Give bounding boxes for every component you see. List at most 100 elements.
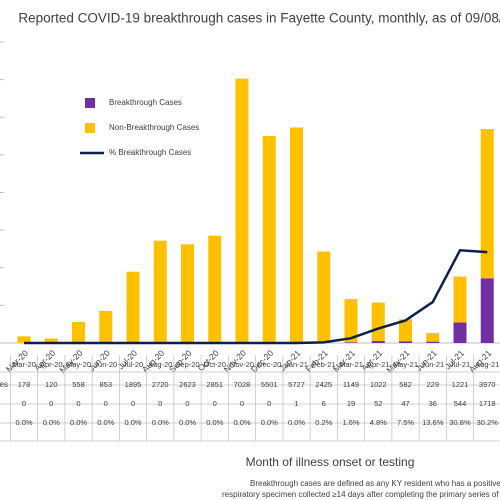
table-cell: 558 bbox=[72, 380, 85, 389]
table-cell: 544 bbox=[454, 399, 467, 408]
table-cell: 2425 bbox=[315, 380, 332, 389]
bar-segment bbox=[208, 235, 222, 343]
table-cell: 1.6% bbox=[342, 418, 359, 427]
table-header: Dec-20 bbox=[257, 360, 281, 369]
table-cell: 0.0% bbox=[43, 418, 60, 427]
bar-segment bbox=[17, 336, 31, 343]
table-header: Apr-20 bbox=[40, 360, 63, 369]
table-header: Jun-20 bbox=[94, 360, 117, 369]
table-cell: 0 bbox=[104, 399, 108, 408]
table-cell: 0.2% bbox=[315, 418, 332, 427]
table-cell: 0 bbox=[240, 399, 244, 408]
table-cell: 47 bbox=[401, 399, 409, 408]
table-header: Aug-21 bbox=[475, 360, 499, 369]
table-cell: 1 bbox=[294, 399, 298, 408]
table-cell: 582 bbox=[399, 380, 412, 389]
table-cell: 0.0% bbox=[97, 418, 114, 427]
table-header: Aug-20 bbox=[148, 360, 172, 369]
table-cell: 0.0% bbox=[206, 418, 223, 427]
bar-segment bbox=[290, 127, 303, 343]
bar-segment bbox=[453, 322, 467, 343]
table-header: Nov-20 bbox=[230, 360, 254, 369]
bar-segment bbox=[344, 299, 358, 343]
bar-segment bbox=[480, 278, 494, 343]
table-cell: 5501 bbox=[261, 380, 278, 389]
bar-segment bbox=[72, 322, 85, 343]
table-cell: 5727 bbox=[288, 380, 305, 389]
bar-segment bbox=[426, 333, 440, 342]
bar-segment bbox=[262, 136, 276, 343]
bar-segment bbox=[181, 244, 194, 343]
table-cell: 0.0% bbox=[124, 418, 141, 427]
table-cell: 30.2% bbox=[477, 418, 499, 427]
table-cell: 0.0% bbox=[261, 418, 278, 427]
table-header: Apr-21 bbox=[367, 360, 390, 369]
bar-segment bbox=[480, 128, 494, 279]
table-cell: 120 bbox=[45, 380, 58, 389]
footnote: Breakthrough cases are defined as any KY… bbox=[250, 479, 500, 488]
bar-segment bbox=[426, 341, 440, 343]
table-cell: 0.0% bbox=[70, 418, 87, 427]
table-header: Mar-20 bbox=[12, 360, 36, 369]
table-cell: 1718 bbox=[479, 399, 496, 408]
table-cell: 0 bbox=[267, 399, 271, 408]
bar-segment bbox=[399, 319, 412, 342]
table-cell: 2623 bbox=[179, 380, 196, 389]
table-cell: 0 bbox=[22, 399, 26, 408]
table-cell: 0.0% bbox=[179, 418, 196, 427]
table-header: Sep-20 bbox=[175, 360, 199, 369]
table-cell: 1895 bbox=[125, 380, 142, 389]
table-cell: 0 bbox=[213, 399, 217, 408]
table-cell: 0.0% bbox=[233, 418, 250, 427]
table-cell: 36 bbox=[429, 399, 437, 408]
chart-title: Reported COVID-19 breakthrough cases in … bbox=[18, 11, 500, 26]
bar-segment bbox=[317, 251, 331, 343]
table-cell: 30.8% bbox=[449, 418, 471, 427]
table-header: May-21 bbox=[393, 360, 418, 369]
table-cell: 0 bbox=[49, 399, 53, 408]
bar-segment bbox=[99, 310, 113, 343]
bar-segment bbox=[153, 240, 167, 343]
line-series bbox=[24, 248, 488, 345]
table-cell: 229 bbox=[426, 380, 439, 389]
table-cell: 0.0% bbox=[15, 418, 32, 427]
table-cell: 0 bbox=[185, 399, 189, 408]
table-header: Jun-21 bbox=[421, 360, 444, 369]
table-header: Oct-20 bbox=[203, 360, 226, 369]
table-cell: 853 bbox=[99, 380, 112, 389]
table-cell: 6 bbox=[322, 399, 326, 408]
bar-segment bbox=[371, 302, 385, 342]
bar-segment bbox=[235, 78, 249, 343]
legend-label: Breakthrough Cases bbox=[109, 98, 182, 107]
table-cell: 0 bbox=[76, 399, 80, 408]
table-header: May-20 bbox=[66, 360, 91, 369]
table-cell: 1022 bbox=[370, 380, 387, 389]
table-cell: 52 bbox=[374, 399, 382, 408]
bar-segment bbox=[126, 271, 140, 343]
legend-label: Non-Breakthrough Cases bbox=[109, 123, 199, 132]
table-cell: 2720 bbox=[152, 380, 169, 389]
table-cell: 4.8% bbox=[370, 418, 387, 427]
table-cell: 13.6% bbox=[422, 418, 444, 427]
bar-segment bbox=[399, 341, 412, 343]
table-header: Jul-21 bbox=[450, 360, 470, 369]
table-cell: 19 bbox=[347, 399, 355, 408]
table-header: Feb-21 bbox=[312, 360, 336, 369]
table-cell: 0.0% bbox=[288, 418, 305, 427]
footnote: respiratory specimen collected ≥14 days … bbox=[222, 490, 500, 499]
bar-segment bbox=[44, 338, 58, 343]
table-cell: 7.5% bbox=[397, 418, 414, 427]
legend-swatch bbox=[85, 123, 95, 133]
table-cell: 1221 bbox=[452, 380, 469, 389]
bar-segment bbox=[344, 342, 358, 343]
table-cell: 7028 bbox=[234, 380, 251, 389]
table-row-label: es bbox=[0, 380, 8, 389]
legend-swatch bbox=[85, 98, 95, 108]
table-header: Jul-20 bbox=[123, 360, 143, 369]
table-header: Jan-21 bbox=[285, 360, 308, 369]
x-axis-label: Month of illness onset or testing bbox=[246, 455, 415, 469]
table-cell: 3970 bbox=[479, 380, 496, 389]
table-cell: 2851 bbox=[206, 380, 223, 389]
table-cell: 0.0% bbox=[152, 418, 169, 427]
